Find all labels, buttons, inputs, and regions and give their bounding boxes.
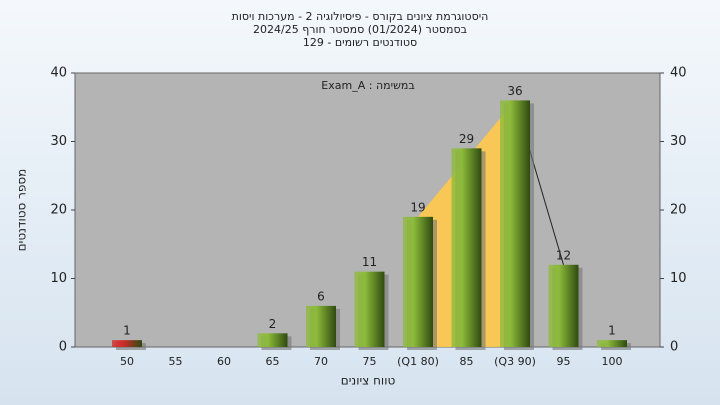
x-tick-label: 55 (169, 355, 183, 368)
y-tick-label: 0 (59, 340, 67, 355)
x-tick-label: 60 (217, 355, 231, 368)
title-line: בסמסטר (01/2024) סמסטר חורף 2024/25 (253, 23, 467, 36)
y2-tick-label: 40 (670, 66, 687, 81)
x-tick-label: 100 (602, 355, 623, 368)
title-line: היסטוגרמת ציונים בקורס - פיסיולוגיה 2 - … (232, 10, 489, 23)
value-label: 12 (556, 248, 571, 262)
value-label: 6 (317, 289, 325, 303)
annotation: במשימה : Exam_A (321, 79, 414, 92)
bar (500, 100, 530, 348)
x-tick-label: (Q1 80) (397, 355, 439, 368)
value-label: 2 (269, 317, 277, 331)
value-label: 11 (362, 255, 377, 269)
bar (354, 271, 385, 347)
x-tick-label: 85 (460, 355, 474, 368)
value-label: 19 (410, 200, 425, 214)
bar (257, 333, 288, 347)
y-tick-label: 20 (50, 203, 67, 218)
y-axis-label: מספר סטודנטים (15, 169, 29, 252)
value-label: 36 (507, 84, 522, 98)
value-label: 29 (459, 132, 474, 146)
value-label: 1 (608, 324, 616, 338)
x-tick-label: 70 (314, 355, 328, 368)
bar (548, 264, 579, 347)
x-tick-label: 50 (120, 355, 134, 368)
y-tick-label: 10 (50, 271, 67, 286)
bar (451, 148, 482, 347)
bar (403, 216, 433, 347)
y2-tick-label: 10 (670, 271, 687, 286)
bar (112, 340, 142, 347)
bar (306, 305, 336, 347)
x-tick-label: 95 (557, 355, 571, 368)
y-tick-label: 30 (50, 134, 67, 149)
y2-tick-label: 0 (670, 340, 678, 355)
x-tick-label: 75 (363, 355, 377, 368)
x-tick-label: (Q3 90) (494, 355, 536, 368)
y2-tick-label: 30 (670, 134, 687, 149)
x-axis-label: טווח ציונים (341, 374, 396, 388)
y-tick-label: 40 (50, 66, 67, 81)
bar (597, 340, 627, 347)
title-line: סטודנטים רשומים - 129 (303, 36, 417, 49)
x-tick-label: 65 (266, 355, 280, 368)
y2-tick-label: 20 (670, 203, 687, 218)
value-label: 1 (123, 324, 131, 338)
